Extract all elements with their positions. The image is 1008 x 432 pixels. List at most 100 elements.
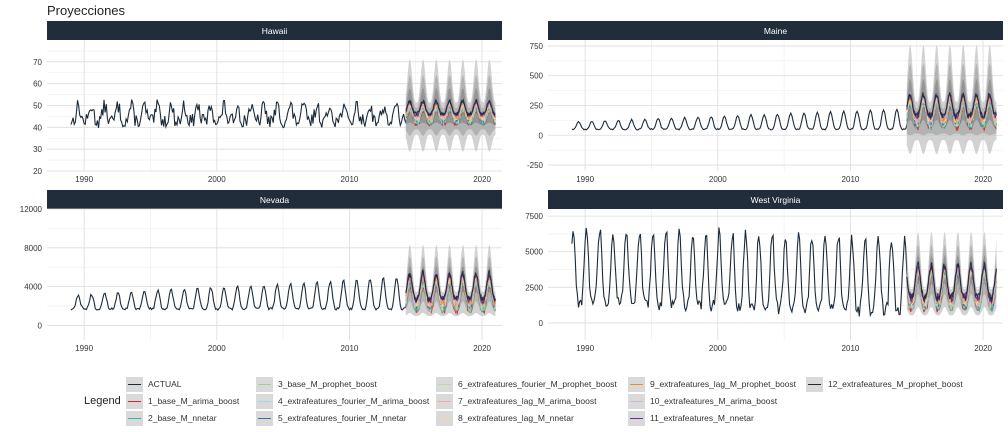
x-tick-label: 2000 <box>709 344 727 353</box>
x-tick-label: 2000 <box>208 175 226 184</box>
x-tick-label: 1990 <box>75 344 93 353</box>
legend-item: 6_extrafeatures_fourier_M_prophet_boost <box>436 375 617 393</box>
x-tick-label: 1990 <box>576 175 594 184</box>
legend-item-label: 9_extrafeatures_lag_M_prophet_boost <box>650 379 797 389</box>
legend-item-label: 12_extrafeatures_M_prophet_boost <box>828 379 963 389</box>
legend-key-swatch <box>126 410 143 426</box>
actual-series-line <box>70 99 410 129</box>
panel-plot-area <box>571 227 997 318</box>
legend-key-line <box>258 417 271 419</box>
legend-key-swatch <box>436 410 453 426</box>
y-tick-label: 50 <box>33 102 42 111</box>
legend-key-line <box>630 383 643 385</box>
legend-key-line <box>808 383 821 385</box>
legend-key-line <box>438 400 451 402</box>
facet-strip <box>548 190 1003 209</box>
legend-title: Legend <box>84 395 121 407</box>
legend-key-swatch <box>436 393 453 409</box>
legend-key-line <box>258 400 271 402</box>
x-tick-label: 2010 <box>842 175 860 184</box>
x-tick-label: 2020 <box>473 344 491 353</box>
y-tick-label: 8000 <box>24 244 42 253</box>
legend-item-label: 6_extrafeatures_fourier_M_prophet_boost <box>458 379 617 389</box>
legend-item: 3_base_M_prophet_boost <box>256 375 377 393</box>
y-tick-label: 12000 <box>20 205 43 214</box>
page-title: Proyecciones <box>47 3 126 18</box>
y-tick-label: -250 <box>527 161 544 170</box>
legend-key-line <box>128 383 141 385</box>
legend-key-swatch <box>628 376 645 392</box>
legend-item: 8_extrafeatures_lag_M_nnetar <box>436 409 574 427</box>
legend-item: 2_base_M_nnetar <box>126 409 217 427</box>
facet-panel-maine: Maine 1990 2000 2010 2020 -250 0 250 500 750 <box>527 21 1003 184</box>
x-tick-label: 2020 <box>473 175 491 184</box>
legend-item: 4_extrafeatures_fourier_M_arima_boost <box>256 392 429 410</box>
y-tick-label: 20 <box>33 167 42 176</box>
legend-key-line <box>128 400 141 402</box>
x-tick-label: 2000 <box>709 175 727 184</box>
legend-key-line <box>630 400 643 402</box>
facet-strip-label: West Virginia <box>751 195 801 205</box>
facet-strip <box>47 21 502 40</box>
legend: Legend ACTUAL 1_base_M_arima_boost 2_base_… <box>84 375 984 431</box>
facet-strip <box>47 190 502 209</box>
legend-key-swatch <box>628 393 645 409</box>
legend-key-swatch <box>126 393 143 409</box>
legend-key-line <box>128 417 141 419</box>
legend-item-label: 3_base_M_prophet_boost <box>278 379 377 389</box>
legend-item-label: ACTUAL <box>148 379 182 389</box>
forecast-model-line <box>405 98 496 118</box>
y-tick-label: 0 <box>539 319 544 328</box>
y-tick-label: 750 <box>530 42 544 51</box>
x-tick-label: 2010 <box>842 344 860 353</box>
legend-item-label: 8_extrafeatures_lag_M_nnetar <box>458 413 574 423</box>
y-tick-label: 7500 <box>525 212 543 221</box>
facet-strip-label: Hawaii <box>262 26 288 36</box>
actual-series-line <box>571 227 911 318</box>
y-tick-label: 0 <box>38 321 43 330</box>
panel-plot-area <box>70 59 496 152</box>
legend-key-swatch <box>256 410 273 426</box>
x-tick-label: 1990 <box>576 344 594 353</box>
facet-strip-label: Nevada <box>260 195 290 205</box>
legend-key-line <box>438 383 451 385</box>
x-tick-label: 1990 <box>75 175 93 184</box>
y-tick-label: 5000 <box>525 248 543 257</box>
facet-panel-nevada: Nevada 1990 2000 2010 2020 0 4000 8000 12000 <box>20 190 502 353</box>
legend-key-swatch <box>806 376 823 392</box>
legend-item: 9_extrafeatures_lag_M_prophet_boost <box>628 375 796 393</box>
legend-key-line <box>258 383 271 385</box>
legend-item-label: 5_extrafeatures_fourier_M_nnetar <box>278 413 407 423</box>
x-tick-label: 2020 <box>974 175 992 184</box>
facet-panel-west-virginia: West Virginia 1990 2000 2010 2020 0 2500 5000 75… <box>525 190 1003 353</box>
facet-strip-label: Maine <box>764 26 787 36</box>
y-tick-label: 30 <box>33 145 42 154</box>
panel-plot-area <box>70 244 496 317</box>
legend-key-line <box>438 417 451 419</box>
legend-item: 1_base_M_arima_boost <box>126 392 239 410</box>
actual-series-line <box>70 276 410 312</box>
legend-item-label: 11_extrafeatures_M_nnetar <box>650 413 754 423</box>
legend-item-label: 4_extrafeatures_fourier_M_arima_boost <box>278 396 430 406</box>
y-tick-label: 0 <box>539 131 544 140</box>
forecast-model-line <box>906 92 997 120</box>
legend-item-label: 7_extrafeatures_lag_M_arima_boost <box>458 396 597 406</box>
x-tick-label: 2000 <box>208 344 226 353</box>
x-tick-label: 2010 <box>341 344 359 353</box>
y-tick-label: 4000 <box>24 283 42 292</box>
legend-item: 5_extrafeatures_fourier_M_nnetar <box>256 409 407 427</box>
legend-item: 11_extrafeatures_M_nnetar <box>628 409 754 427</box>
legend-key-swatch <box>126 376 143 392</box>
legend-key-line <box>630 417 643 419</box>
panel-plot-area <box>571 45 997 154</box>
x-tick-label: 2020 <box>974 344 992 353</box>
legend-key-swatch <box>256 376 273 392</box>
legend-item: 7_extrafeatures_lag_M_arima_boost <box>436 392 596 410</box>
y-tick-label: 2500 <box>525 283 543 292</box>
actual-series-line <box>571 108 911 131</box>
legend-key-swatch <box>436 376 453 392</box>
y-tick-label: 70 <box>33 58 42 67</box>
